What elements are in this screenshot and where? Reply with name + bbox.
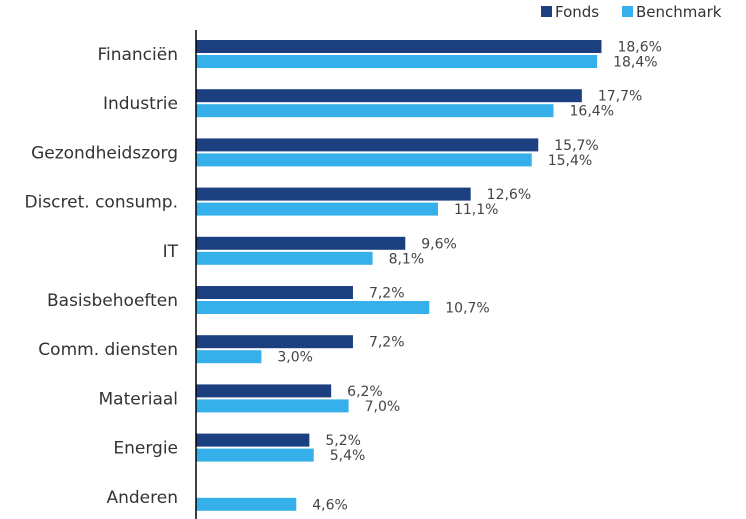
bar-benchmark (196, 251, 373, 265)
value-label-fonds: 7,2% (369, 286, 405, 302)
value-label-fonds: 7,2% (369, 335, 405, 351)
value-label-fonds: 12,6% (487, 187, 531, 203)
bar-fonds (196, 138, 539, 152)
category-label: Basisbehoeften (47, 291, 178, 311)
bar-fonds (196, 89, 582, 103)
bar-fonds (196, 286, 353, 299)
category-label: Anderen (106, 488, 178, 508)
value-label-fonds: 18,6% (617, 40, 661, 56)
value-label-benchmark: 7,0% (365, 399, 401, 415)
value-label-fonds: 15,7% (554, 138, 598, 154)
value-label-benchmark: 18,4% (613, 55, 657, 71)
legend: Fonds Benchmark (541, 3, 722, 21)
bar-fonds (196, 433, 310, 447)
bar-benchmark (196, 448, 314, 462)
bar-benchmark (196, 153, 532, 167)
value-label-fonds: 9,6% (421, 236, 457, 252)
category-label: Industrie (103, 94, 178, 114)
legend-swatch-fonds (541, 6, 552, 17)
category-label: Gezondheidszorg (31, 143, 178, 163)
bar-fonds (196, 335, 353, 349)
category-label: Energie (113, 439, 178, 459)
bars (196, 40, 602, 511)
bar-benchmark (196, 55, 598, 68)
value-labels: 18,6%18,4% 17,7%16,4% 15,7%15,4% 12,6%11,1%… (277, 40, 662, 514)
category-label: Materiaal (99, 389, 178, 409)
category-label: Discret. consump. (25, 193, 178, 213)
bar-fonds (196, 384, 332, 398)
value-label-fonds: 6,2% (347, 384, 383, 400)
bar-benchmark (196, 301, 430, 314)
bar-benchmark (196, 202, 438, 216)
bar-benchmark (196, 497, 297, 511)
value-label-benchmark: 16,4% (570, 104, 614, 120)
bar-fonds (196, 236, 406, 250)
legend-label-fonds: Fonds (555, 3, 599, 21)
category-labels: Financiën Industrie Gezondheidszorg Discret… (25, 45, 179, 508)
category-label: Financiën (97, 45, 178, 65)
bar-benchmark (196, 350, 262, 364)
value-label-fonds: 5,2% (325, 433, 361, 449)
value-label-benchmark: 11,1% (454, 202, 498, 218)
bar-fonds (196, 40, 602, 53)
value-label-benchmark: 3,0% (277, 350, 313, 366)
bar-benchmark (196, 104, 554, 118)
value-label-fonds: 17,7% (598, 89, 642, 105)
legend-swatch-benchmark (622, 6, 633, 17)
bar-benchmark (196, 399, 349, 413)
category-label: Comm. diensten (38, 340, 178, 360)
value-label-benchmark: 10,7% (445, 301, 489, 317)
value-label-benchmark: 5,4% (330, 448, 366, 464)
value-label-benchmark: 4,6% (312, 497, 348, 513)
value-label-benchmark: 15,4% (548, 153, 592, 169)
bar-fonds (196, 187, 471, 201)
legend-label-benchmark: Benchmark (636, 3, 722, 21)
value-label-benchmark: 8,1% (389, 251, 425, 267)
category-label: IT (163, 242, 179, 262)
